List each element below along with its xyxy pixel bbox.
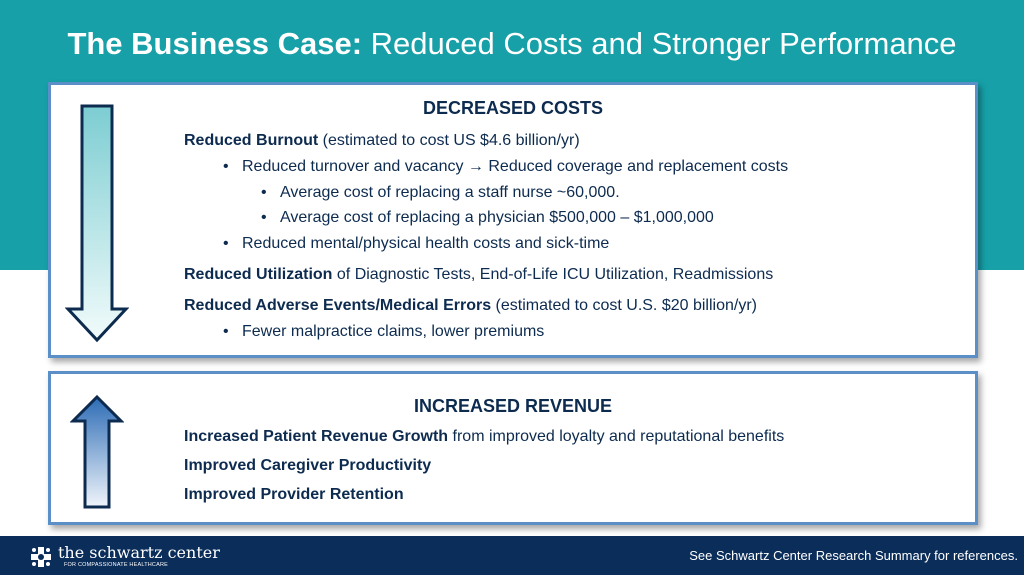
schwartz-logo-icon — [31, 547, 51, 567]
decreased-costs-box: DECREASED COSTS Reduced Burnout (estimat… — [48, 82, 978, 358]
decreased-costs-heading: DECREASED COSTS — [422, 98, 604, 118]
increased-revenue-box: INCREASED REVENUE Increased Patient Reve… — [48, 371, 978, 525]
footer-note: See Schwartz Center Research Summary for… — [689, 548, 1018, 563]
right-arrow-icon: → — [467, 158, 484, 175]
list-item: Reduced Adverse Events/Medical Errors (e… — [184, 297, 757, 314]
list-item: Average cost of replacing a staff nurse … — [261, 184, 620, 202]
list-item: Reduced mental/physical health costs and… — [223, 235, 609, 253]
list-item: Improved Caregiver Productivity — [184, 457, 432, 474]
title-bold: The Business Case: — [67, 26, 363, 61]
slide-title: The Business Case: Reduced Costs and Str… — [0, 26, 1024, 62]
list-item: Improved Provider Retention — [184, 486, 404, 503]
list-item: Average cost of replacing a physician $5… — [261, 209, 714, 227]
up-arrow-icon — [70, 394, 124, 509]
footer-bar — [0, 536, 1024, 575]
logo-name: the schwartz center — [58, 543, 220, 562]
list-item: Fewer malpractice claims, lower premiums — [223, 323, 544, 341]
increased-revenue-heading: INCREASED REVENUE — [413, 396, 613, 416]
list-item: Reduced Utilization of Diagnostic Tests,… — [184, 266, 774, 283]
list-item: Reduced Burnout (estimated to cost US $4… — [184, 132, 580, 149]
down-arrow-icon — [65, 104, 129, 343]
logo-tagline: FOR COMPASSIONATE HEALTHCARE — [64, 562, 169, 568]
list-item: Reduced turnover and vacancy → Reduced c… — [223, 158, 788, 176]
title-rest: Reduced Costs and Stronger Performance — [370, 26, 957, 61]
list-item: Increased Patient Revenue Growth from im… — [184, 428, 785, 445]
